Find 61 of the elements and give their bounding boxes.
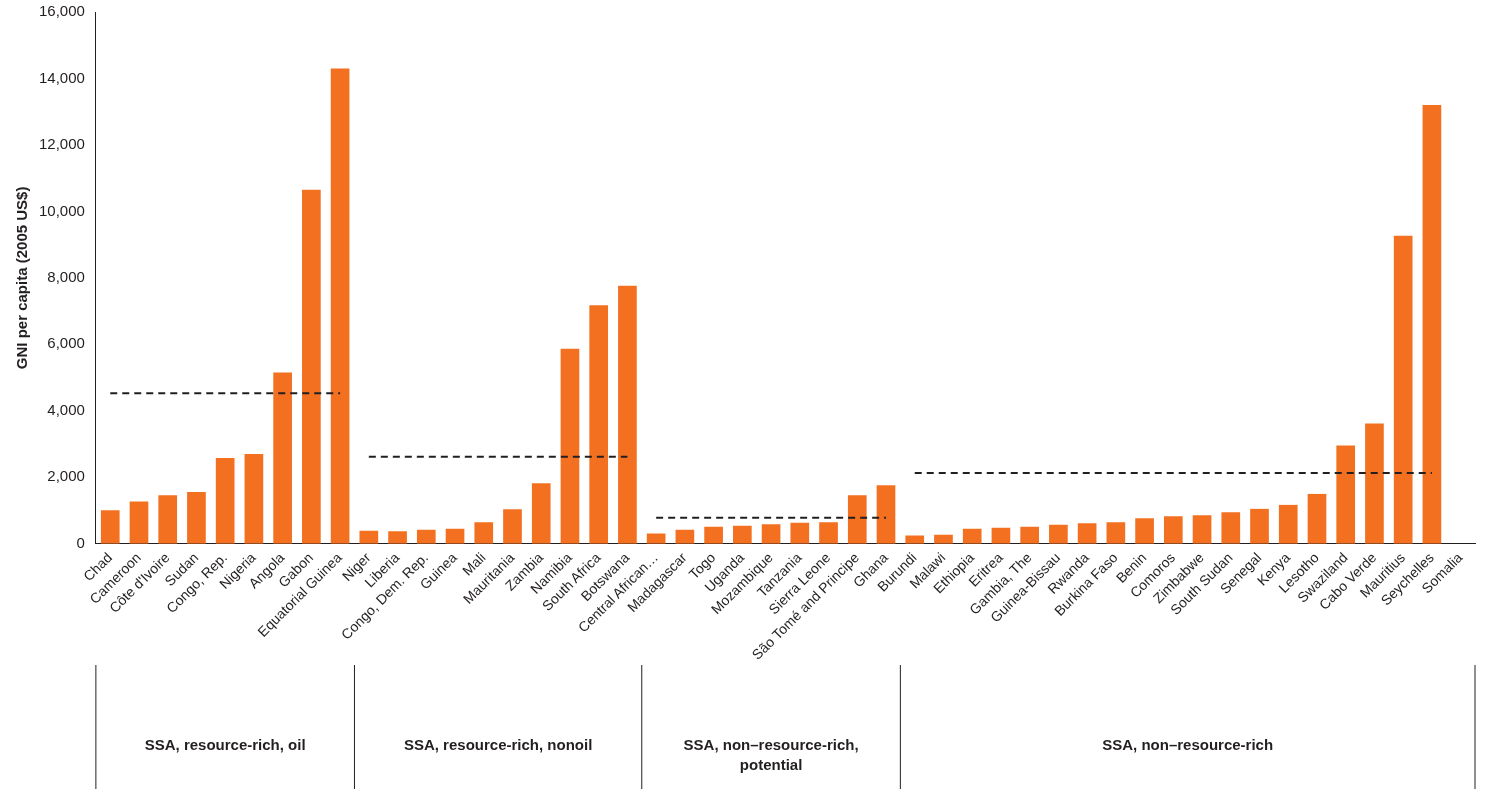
bar <box>962 528 982 544</box>
bar <box>1307 493 1327 544</box>
bar <box>618 285 637 544</box>
y-tick-label: 4,000 <box>47 400 85 418</box>
bar <box>1393 235 1413 544</box>
bar <box>244 454 264 544</box>
y-tick-label: 16,000 <box>38 2 85 20</box>
bar <box>991 527 1011 544</box>
bar <box>675 529 695 544</box>
bar <box>589 305 609 544</box>
bar <box>158 495 178 544</box>
bar <box>273 372 292 544</box>
bar <box>790 522 810 544</box>
bar <box>1192 515 1212 544</box>
bar <box>704 526 723 544</box>
bar <box>474 522 494 544</box>
text: SSA, resource-rich, nonoil <box>403 736 593 754</box>
bar <box>388 531 407 544</box>
bar <box>1077 523 1097 544</box>
bar <box>560 348 580 544</box>
bar <box>129 501 149 544</box>
bar <box>1422 105 1442 544</box>
text: SSA, non–resource-rich <box>1102 736 1274 754</box>
bar <box>359 530 379 544</box>
bar <box>100 510 120 544</box>
bar <box>733 525 752 544</box>
bar <box>1049 524 1068 544</box>
y-tick-label: 12,000 <box>38 135 85 153</box>
bar <box>1020 526 1039 544</box>
bar <box>1278 504 1298 544</box>
bar <box>531 483 551 544</box>
bar <box>1163 516 1183 544</box>
bar <box>445 528 465 544</box>
bar <box>302 189 321 544</box>
bar <box>934 534 953 544</box>
bar <box>330 68 350 544</box>
bar <box>187 491 206 544</box>
y-tick-label: 0 <box>76 533 85 551</box>
bar <box>416 529 436 544</box>
text: SSA, non–resource-rich, potential <box>683 736 859 774</box>
bar <box>215 458 235 544</box>
bar <box>876 485 896 544</box>
bar <box>1221 512 1241 544</box>
bar <box>1106 522 1126 544</box>
y-tick-label: 14,000 <box>38 68 85 86</box>
bar <box>646 533 666 544</box>
bar <box>761 524 781 544</box>
y-tick-label: 10,000 <box>38 201 85 219</box>
bar <box>1135 518 1154 544</box>
y-tick-label: 8,000 <box>47 268 85 286</box>
bar <box>847 495 867 544</box>
y-tick-label: 2,000 <box>47 467 85 485</box>
bar <box>1336 445 1356 544</box>
bar <box>1250 508 1269 544</box>
bar <box>1365 423 1384 544</box>
bar <box>819 522 838 544</box>
text: SSA, resource-rich, oil <box>144 736 306 754</box>
y-axis-title: GNI per capita (2005 US$) <box>13 186 31 370</box>
bar <box>503 509 522 544</box>
bar <box>905 535 925 544</box>
y-tick-label: 6,000 <box>47 334 85 352</box>
